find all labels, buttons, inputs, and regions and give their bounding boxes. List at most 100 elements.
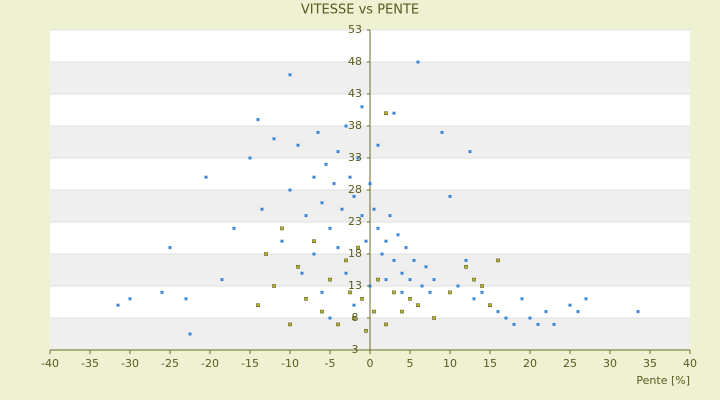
y-tick-label: 38 — [348, 119, 362, 132]
point — [428, 290, 432, 294]
point — [312, 175, 316, 179]
point — [512, 322, 516, 326]
point — [280, 239, 284, 243]
y-tick-label: 48 — [348, 55, 362, 68]
point — [420, 284, 424, 288]
point — [328, 277, 332, 282]
point — [496, 310, 500, 314]
y-tick-label: 3 — [352, 343, 359, 356]
point — [364, 328, 368, 333]
point — [456, 284, 460, 288]
point — [336, 246, 340, 250]
point — [312, 252, 316, 256]
point — [576, 310, 580, 314]
point — [496, 258, 500, 263]
point — [368, 182, 372, 186]
point — [392, 258, 396, 262]
point — [352, 194, 356, 198]
point — [376, 277, 380, 282]
point — [408, 296, 412, 301]
point — [220, 278, 224, 282]
point — [448, 194, 452, 198]
point — [528, 316, 532, 320]
point — [312, 239, 316, 243]
point — [204, 175, 208, 179]
point — [316, 130, 320, 134]
point — [380, 252, 384, 256]
point — [336, 150, 340, 154]
point — [300, 271, 304, 275]
point — [264, 252, 268, 256]
point — [536, 322, 540, 326]
point — [416, 60, 420, 64]
point — [520, 297, 524, 301]
point — [400, 290, 404, 294]
point — [432, 278, 436, 282]
x-axis-label: Pente [%] — [636, 374, 690, 387]
point — [568, 303, 572, 307]
point — [404, 246, 408, 250]
x-tick-label: -15 — [241, 357, 259, 370]
point — [356, 156, 360, 160]
point — [372, 309, 376, 314]
point — [328, 316, 332, 320]
x-tick-label: -35 — [81, 357, 99, 370]
point — [440, 130, 444, 134]
point — [372, 207, 376, 211]
x-tick-label: -40 — [41, 357, 59, 370]
x-tick-label: 25 — [563, 357, 577, 370]
point — [464, 264, 468, 269]
point — [376, 143, 380, 147]
point — [116, 303, 120, 307]
point — [448, 290, 452, 295]
point — [304, 214, 308, 218]
point — [304, 296, 308, 301]
point — [364, 239, 368, 243]
point — [544, 310, 548, 314]
point — [332, 182, 336, 186]
x-tick-label: 35 — [643, 357, 657, 370]
y-tick-label: 28 — [348, 183, 362, 196]
point — [464, 258, 468, 262]
point — [296, 264, 300, 269]
point — [480, 290, 484, 294]
point — [324, 162, 328, 166]
point — [348, 290, 352, 295]
point — [272, 284, 276, 288]
point — [416, 303, 420, 308]
point — [636, 310, 640, 314]
point — [360, 296, 364, 301]
point — [504, 316, 508, 320]
x-tick-label: 0 — [367, 357, 374, 370]
point — [160, 290, 164, 294]
point — [288, 73, 292, 77]
point — [376, 226, 380, 230]
point — [188, 332, 192, 336]
point — [288, 188, 292, 192]
x-tick-label: -30 — [121, 357, 139, 370]
point — [184, 297, 188, 301]
point — [320, 309, 324, 314]
point — [128, 297, 132, 301]
x-tick-label: 40 — [683, 357, 697, 370]
point — [340, 207, 344, 211]
point — [388, 214, 392, 218]
point — [468, 150, 472, 154]
point — [352, 316, 356, 320]
point — [352, 303, 356, 307]
x-tick-label: -5 — [325, 357, 336, 370]
point — [320, 290, 324, 294]
point — [272, 137, 276, 141]
point — [400, 271, 404, 275]
point — [472, 277, 476, 282]
point — [348, 175, 352, 179]
point — [432, 316, 436, 320]
point — [480, 284, 484, 288]
x-tick-label: 20 — [523, 357, 537, 370]
point — [280, 226, 284, 231]
point — [256, 118, 260, 122]
point — [392, 290, 396, 295]
x-tick-label: 5 — [407, 357, 414, 370]
point — [344, 124, 348, 128]
